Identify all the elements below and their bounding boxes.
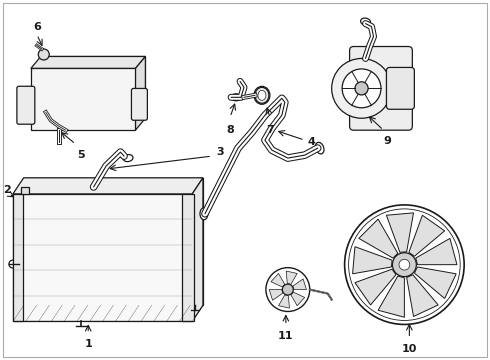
Polygon shape (271, 274, 285, 287)
Polygon shape (286, 271, 297, 284)
Text: 11: 11 (278, 332, 294, 341)
Text: 4: 4 (308, 137, 316, 147)
Polygon shape (409, 215, 444, 256)
Polygon shape (24, 178, 203, 305)
Ellipse shape (316, 142, 324, 154)
Text: 1: 1 (84, 339, 92, 350)
Polygon shape (353, 247, 392, 274)
Polygon shape (278, 295, 290, 308)
Ellipse shape (200, 208, 208, 220)
Ellipse shape (123, 154, 133, 162)
Circle shape (355, 82, 368, 95)
Circle shape (332, 58, 392, 118)
Text: 7: 7 (266, 125, 274, 135)
Polygon shape (416, 238, 457, 265)
Polygon shape (31, 57, 146, 68)
Bar (31, 68, 135, 130)
Polygon shape (135, 57, 146, 130)
Polygon shape (415, 267, 456, 298)
Text: 2: 2 (3, 185, 11, 195)
Ellipse shape (231, 94, 241, 101)
Circle shape (344, 205, 464, 324)
Circle shape (266, 268, 310, 311)
Text: 3: 3 (216, 147, 224, 157)
Bar (182, 194, 194, 321)
Circle shape (38, 49, 49, 60)
Polygon shape (41, 57, 146, 118)
Text: 8: 8 (226, 125, 234, 135)
FancyBboxPatch shape (131, 89, 147, 120)
Circle shape (282, 284, 294, 295)
Polygon shape (192, 178, 203, 321)
Polygon shape (13, 178, 203, 194)
Circle shape (342, 69, 381, 108)
Polygon shape (13, 194, 192, 321)
FancyBboxPatch shape (387, 67, 415, 109)
Circle shape (392, 253, 416, 276)
Polygon shape (407, 275, 438, 316)
Polygon shape (293, 279, 306, 289)
Polygon shape (269, 289, 283, 300)
Bar (13, 194, 23, 321)
Circle shape (348, 209, 460, 320)
Polygon shape (359, 219, 398, 258)
Circle shape (399, 259, 410, 270)
Ellipse shape (255, 87, 269, 103)
Ellipse shape (361, 18, 370, 25)
Polygon shape (378, 276, 404, 317)
Polygon shape (355, 269, 396, 305)
FancyBboxPatch shape (349, 46, 413, 130)
Text: 6: 6 (33, 22, 41, 32)
Text: 9: 9 (384, 136, 392, 146)
Text: 5: 5 (77, 150, 84, 160)
Ellipse shape (258, 90, 266, 100)
Polygon shape (291, 292, 305, 306)
Text: 10: 10 (402, 345, 417, 354)
Polygon shape (387, 213, 414, 252)
Bar (21, 187, 29, 194)
FancyBboxPatch shape (17, 86, 35, 124)
